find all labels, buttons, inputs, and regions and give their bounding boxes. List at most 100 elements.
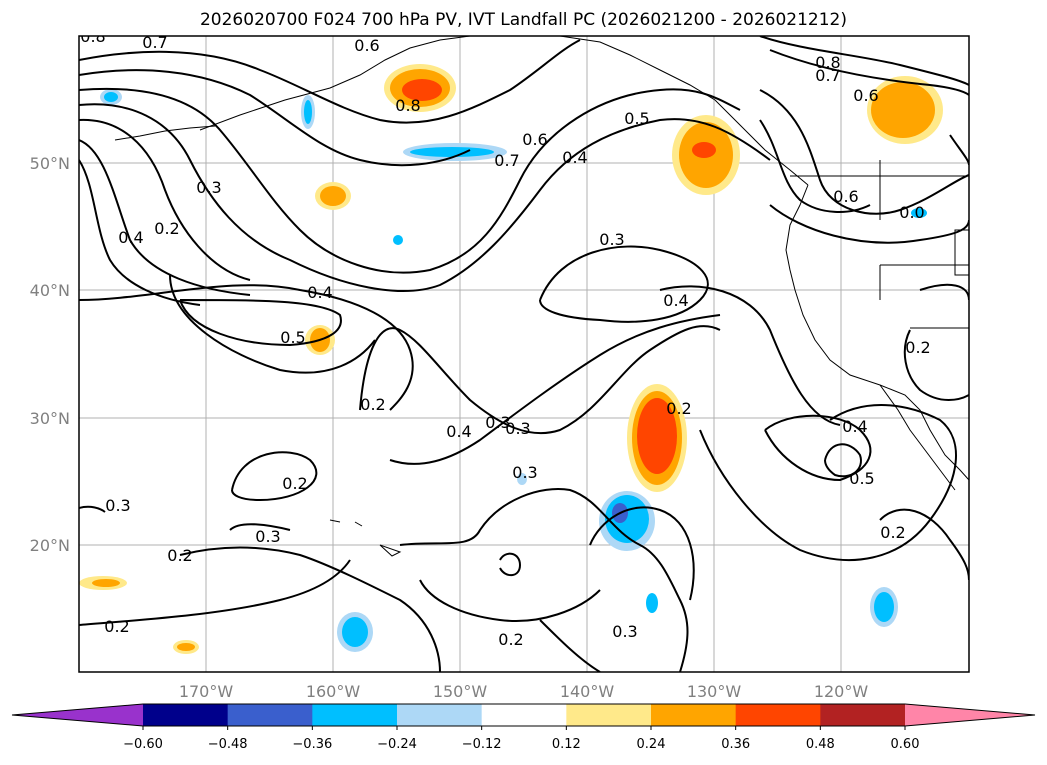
contour-label: 0.3: [599, 230, 624, 249]
contour-label: 0.6: [522, 130, 547, 149]
colorbar-tick-label: 0.24: [637, 737, 666, 752]
contour-label: 0.5: [280, 328, 305, 347]
contour-label: 0.2: [498, 630, 523, 649]
contour-label: 0.5: [624, 109, 649, 128]
contour-label: 0.4: [307, 283, 332, 302]
alaska-coast: [199, 36, 471, 131]
pv-contour: [79, 103, 771, 292]
contour-label: 0.3: [505, 419, 530, 438]
pv-contour: [359, 325, 721, 435]
lat-label: 50°N: [30, 154, 70, 173]
colorbar-tick-label: −0.24: [377, 737, 417, 752]
pv-contour: [769, 204, 969, 244]
pv-contour: [824, 443, 862, 478]
pv-contour: [419, 579, 601, 622]
colorbar-extend-low: [12, 704, 143, 726]
pv-contour: [79, 159, 201, 306]
pv-contour: [79, 118, 251, 281]
lon-label: 140°W: [560, 682, 615, 701]
ivt-positive-area: [871, 82, 935, 138]
colorbar-tick-label: −0.60: [123, 737, 163, 752]
colorbar-tick-label: −0.48: [208, 737, 248, 752]
colorbar-segment: [651, 704, 737, 726]
pv-contour: [231, 451, 318, 502]
pv-contour: [769, 49, 969, 96]
latitude-labels: 50°N 40°N 30°N 20°N: [30, 154, 70, 555]
contour-label: 0.7: [494, 151, 519, 170]
contour-label: 0.3: [255, 527, 280, 546]
ivt-negative-area: [393, 235, 403, 245]
contour-label: 0.2: [360, 395, 385, 414]
colorbar-segment: [312, 704, 398, 726]
hawaii-islands: [329, 519, 402, 557]
contour-label: 0.4: [842, 417, 867, 436]
pv-contour: [79, 39, 581, 124]
map-title: 2026020700 F024 700 hPa PV, IVT Landfall…: [199, 10, 847, 30]
pv-contour: [79, 559, 351, 626]
lat-label: 30°N: [30, 409, 70, 428]
colorbar-segment: [397, 704, 483, 726]
pv-contour: [699, 404, 957, 561]
ivt-negative-area: [646, 593, 658, 613]
lon-label: 160°W: [306, 682, 361, 701]
ivt-negative-area: [874, 592, 894, 622]
pv-contour: [589, 506, 695, 601]
contour-label: 0.0: [899, 203, 924, 222]
colorbar-segment: [735, 704, 821, 726]
pv-contour: [659, 285, 841, 426]
colorbar-segment: [227, 704, 313, 726]
contour-label: 0.2: [167, 546, 192, 565]
colorbar-tick-label: 0.60: [891, 737, 920, 752]
ivt-negative-area: [304, 100, 312, 124]
colorbar-tick-label: −0.12: [462, 737, 502, 752]
contour-label: 0.8: [395, 96, 420, 115]
contour-label: 0.3: [485, 413, 510, 432]
ivt-fill-areas: [79, 64, 943, 654]
contour-label: 0.3: [612, 622, 637, 641]
colorbar-segment: [820, 704, 906, 726]
gridlines: [79, 36, 969, 672]
colorbar-segment: [481, 704, 567, 726]
pv-contour: [903, 329, 969, 401]
pv-contour: [389, 314, 721, 465]
colorbar-tick-label: 0.48: [806, 737, 835, 752]
pv-contour: [879, 508, 969, 581]
colorbar-segment: [566, 704, 652, 726]
pv-contours: [79, 36, 969, 672]
lon-label: 120°W: [814, 682, 869, 701]
pv-contour: [79, 87, 741, 274]
contour-label: 0.4: [118, 228, 143, 247]
map-frame: [78, 35, 970, 673]
pv-contour: [79, 69, 471, 167]
contour-label: 0.4: [562, 148, 587, 167]
contour-label: 0.3: [512, 463, 537, 482]
map-background: [79, 36, 969, 672]
north-america-west-coast: [785, 184, 969, 481]
pv-contour: [179, 299, 342, 347]
colorbar-tick-label: 0.12: [552, 737, 581, 752]
contour-label: 0.8: [815, 53, 840, 72]
lon-label: 150°W: [433, 682, 488, 701]
colorbar-extend-high: [905, 704, 1035, 726]
contour-label: 0.6: [853, 86, 878, 105]
lat-label: 20°N: [30, 536, 70, 555]
contour-label: 0.2: [880, 523, 905, 542]
contour-label: 0.7: [142, 33, 167, 52]
contour-label: 0.8: [80, 27, 105, 46]
pv-contour: [759, 119, 871, 213]
pv-contour: [229, 523, 291, 531]
ivt-positive-area: [92, 579, 120, 587]
longitude-labels: 170°W 160°W 150°W 140°W 130°W 120°W: [179, 682, 869, 701]
contour-label: 0.2: [282, 474, 307, 493]
ivt-positive-area: [177, 643, 195, 651]
pv-contour: [169, 274, 376, 374]
lon-label: 170°W: [179, 682, 234, 701]
contour-label-group: 0.8 0.7 0.6 0.8 0.5 0.6 0.7 0.4 0.8 0.7 …: [80, 27, 930, 649]
lat-label: 40°N: [30, 281, 70, 300]
ivt-negative-area: [342, 617, 368, 647]
contour-label: 0.4: [663, 291, 688, 310]
contour-label: 0.4: [446, 422, 471, 441]
contour-label: 0.6: [354, 36, 379, 55]
pv-contour: [759, 89, 969, 215]
